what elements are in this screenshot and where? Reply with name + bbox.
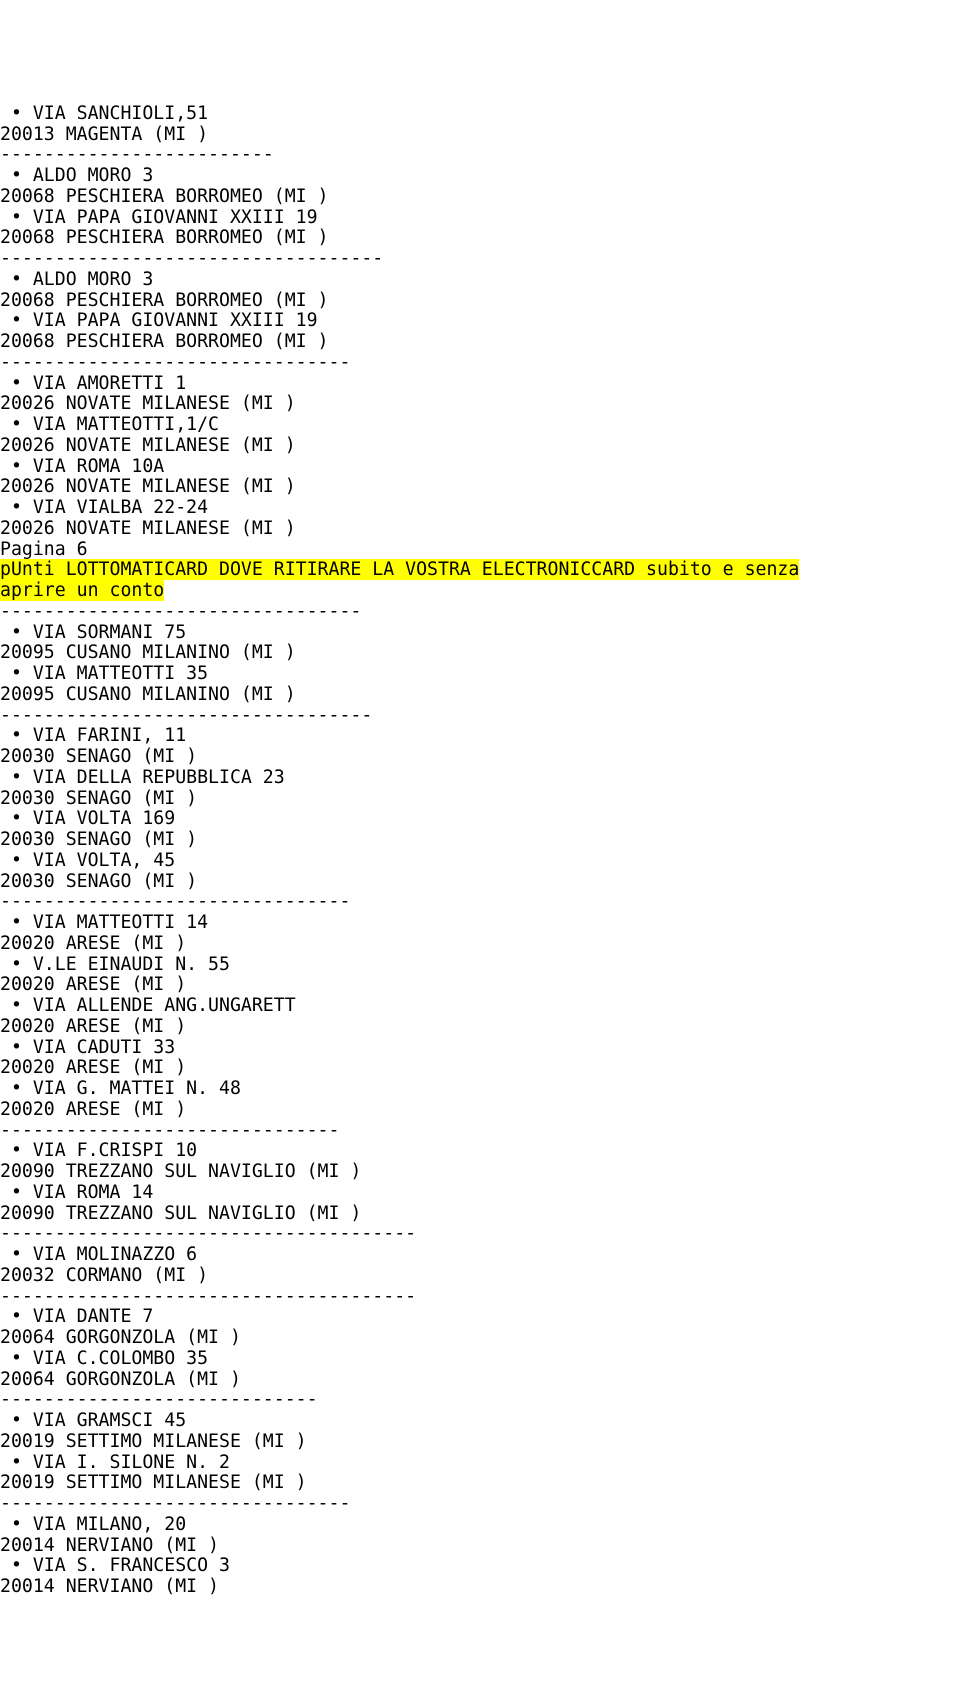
separator-line: -----------------------------------: [0, 249, 960, 270]
address-street-line: • VIA VIALBA 22-24: [0, 498, 960, 519]
address-city-line: 20030 SENAGO (MI ): [0, 747, 960, 768]
address-street-line: • VIA MATTEOTTI 35: [0, 664, 960, 685]
address-city-line: 20030 SENAGO (MI ): [0, 872, 960, 893]
address-street-line: • VIA PAPA GIOVANNI XXIII 19: [0, 208, 960, 229]
separator-line: --------------------------------: [0, 892, 960, 913]
separator-line: --------------------------------------: [0, 1287, 960, 1308]
address-city-line: 20095 CUSANO MILANINO (MI ): [0, 643, 960, 664]
address-street-line: • VIA MOLINAZZO 6: [0, 1245, 960, 1266]
address-street-line: • VIA SORMANI 75: [0, 623, 960, 644]
address-street-line: • VIA C.COLOMBO 35: [0, 1349, 960, 1370]
address-city-line: 20014 NERVIANO (MI ): [0, 1536, 960, 1557]
address-street-line: • VIA F.CRISPI 10: [0, 1141, 960, 1162]
separator-line: ----------------------------------: [0, 706, 960, 727]
address-street-line: • ALDO MORO 3: [0, 166, 960, 187]
address-city-line: 20030 SENAGO (MI ): [0, 789, 960, 810]
address-city-line: 20020 ARESE (MI ): [0, 1058, 960, 1079]
address-street-line: • VIA ROMA 10A: [0, 457, 960, 478]
address-city-line: 20064 GORGONZOLA (MI ): [0, 1328, 960, 1349]
document-page: • VIA SANCHIOLI,5120013 MAGENTA (MI )---…: [0, 104, 960, 1598]
address-street-line: • VIA VOLTA, 45: [0, 851, 960, 872]
separator-line: --------------------------------: [0, 353, 960, 374]
address-street-line: • VIA ALLENDE ANG.UNGARETT: [0, 996, 960, 1017]
address-city-line: 20030 SENAGO (MI ): [0, 830, 960, 851]
address-street-line: • VIA FARINI, 11: [0, 726, 960, 747]
address-city-line: 20020 ARESE (MI ): [0, 975, 960, 996]
address-city-line: 20020 ARESE (MI ): [0, 1100, 960, 1121]
address-street-line: • VIA MILANO, 20: [0, 1515, 960, 1536]
address-city-line: 20068 PESCHIERA BORROMEO (MI ): [0, 187, 960, 208]
address-street-line: • VIA AMORETTI 1: [0, 374, 960, 395]
address-street-line: • VIA MATTEOTTI,1/C: [0, 415, 960, 436]
highlight-span: pUnti LOTTOMATICARD DOVE RITIRARE LA VOS…: [0, 559, 799, 580]
address-city-line: 20090 TREZZANO SUL NAVIGLIO (MI ): [0, 1162, 960, 1183]
address-city-line: Pagina 6: [0, 540, 960, 561]
address-city-line: 20064 GORGONZOLA (MI ): [0, 1370, 960, 1391]
address-city-line: 20020 ARESE (MI ): [0, 934, 960, 955]
separator-line: -------------------------------: [0, 1121, 960, 1142]
address-city-line: 20026 NOVATE MILANESE (MI ): [0, 394, 960, 415]
highlighted-title-line: aprire un conto: [0, 581, 960, 602]
address-street-line: • VIA VOLTA 169: [0, 809, 960, 830]
address-city-line: 20090 TREZZANO SUL NAVIGLIO (MI ): [0, 1204, 960, 1225]
address-street-line: • VIA MATTEOTTI 14: [0, 913, 960, 934]
address-city-line: 20026 NOVATE MILANESE (MI ): [0, 436, 960, 457]
separator-line: --------------------------------: [0, 1494, 960, 1515]
address-street-line: • VIA SANCHIOLI,51: [0, 104, 960, 125]
address-city-line: 20026 NOVATE MILANESE (MI ): [0, 519, 960, 540]
address-city-line: 20068 PESCHIERA BORROMEO (MI ): [0, 291, 960, 312]
address-city-line: 20032 CORMANO (MI ): [0, 1266, 960, 1287]
address-street-line: • VIA ROMA 14: [0, 1183, 960, 1204]
address-street-line: • VIA GRAMSCI 45: [0, 1411, 960, 1432]
address-street-line: • VIA CADUTI 33: [0, 1038, 960, 1059]
address-city-line: 20026 NOVATE MILANESE (MI ): [0, 477, 960, 498]
address-city-line: 20068 PESCHIERA BORROMEO (MI ): [0, 332, 960, 353]
address-city-line: 20013 MAGENTA (MI ): [0, 125, 960, 146]
address-street-line: • VIA PAPA GIOVANNI XXIII 19: [0, 311, 960, 332]
separator-line: --------------------------------------: [0, 1224, 960, 1245]
address-street-line: • VIA G. MATTEI N. 48: [0, 1079, 960, 1100]
address-city-line: 20020 ARESE (MI ): [0, 1017, 960, 1038]
separator-line: -----------------------------: [0, 1390, 960, 1411]
address-street-line: • V.LE EINAUDI N. 55: [0, 955, 960, 976]
address-city-line: 20068 PESCHIERA BORROMEO (MI ): [0, 228, 960, 249]
highlighted-title-line: pUnti LOTTOMATICARD DOVE RITIRARE LA VOS…: [0, 560, 960, 581]
separator-line: -------------------------: [0, 145, 960, 166]
address-city-line: 20014 NERVIANO (MI ): [0, 1577, 960, 1598]
separator-line: ---------------------------------: [0, 602, 960, 623]
address-street-line: • VIA DANTE 7: [0, 1307, 960, 1328]
address-street-line: • VIA DELLA REPUBBLICA 23: [0, 768, 960, 789]
address-city-line: 20095 CUSANO MILANINO (MI ): [0, 685, 960, 706]
address-city-line: 20019 SETTIMO MILANESE (MI ): [0, 1473, 960, 1494]
address-street-line: • VIA I. SILONE N. 2: [0, 1453, 960, 1474]
address-street-line: • VIA S. FRANCESCO 3: [0, 1556, 960, 1577]
address-street-line: • ALDO MORO 3: [0, 270, 960, 291]
address-city-line: 20019 SETTIMO MILANESE (MI ): [0, 1432, 960, 1453]
highlight-span: aprire un conto: [0, 580, 164, 601]
